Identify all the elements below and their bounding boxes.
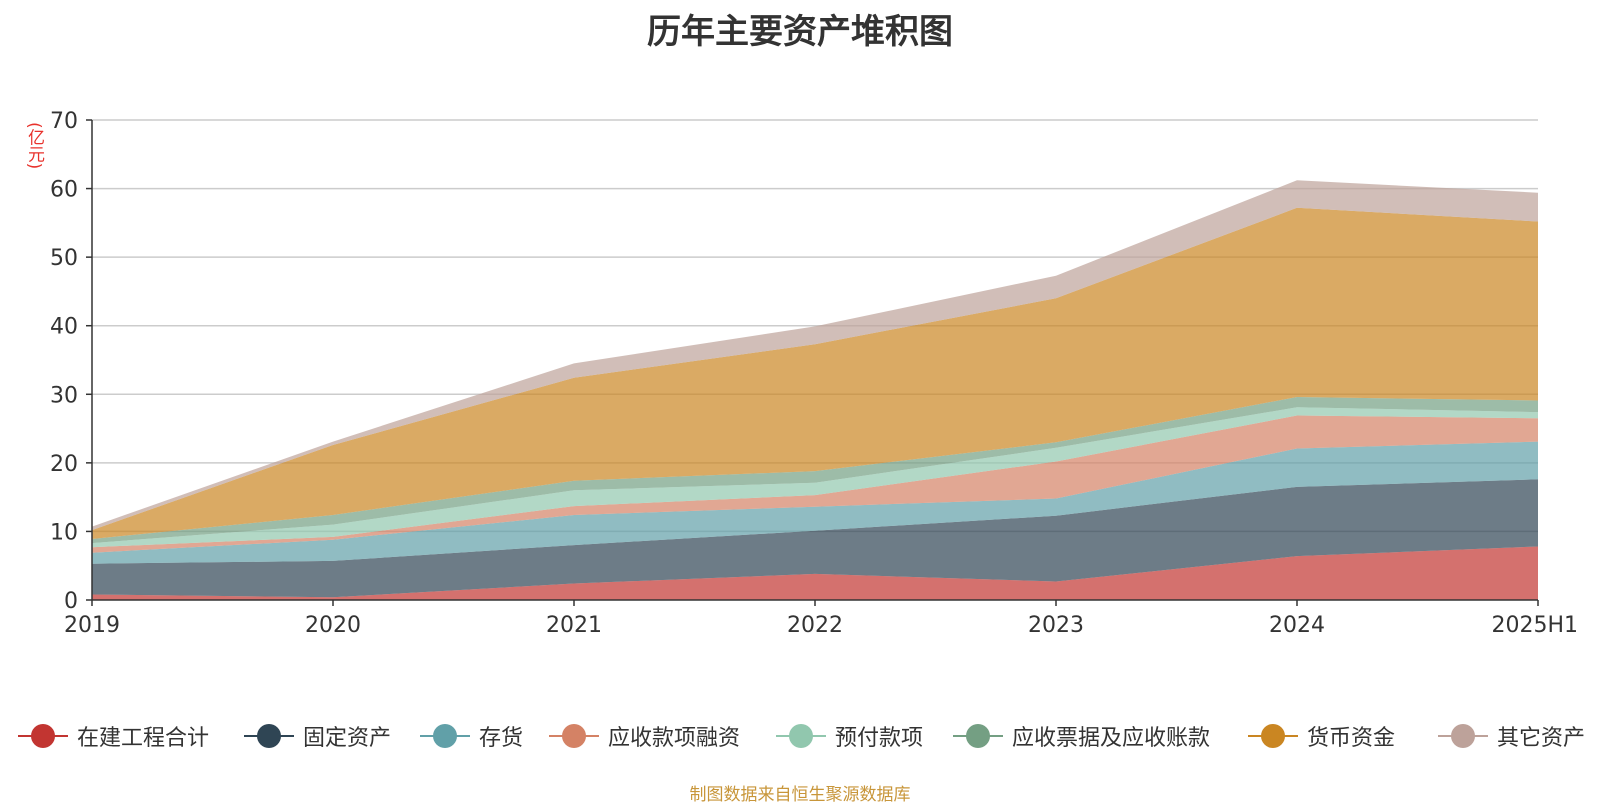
x-tick-label: 2021 <box>546 613 602 638</box>
area-series-预付款项 <box>92 407 1538 548</box>
area-series-在建工程合计 <box>92 546 1538 600</box>
x-tick-label: 2023 <box>1028 613 1084 638</box>
legend-label: 应收款项融资 <box>608 726 741 751</box>
legend-label: 应收票据及应收账款 <box>1012 726 1211 751</box>
area-series-货币资金 <box>92 207 1538 540</box>
legend-item[interactable]: 预付款项 <box>776 718 923 754</box>
legend-marker-icon <box>953 724 1003 748</box>
legend-item[interactable]: 其它资产 <box>1438 718 1585 754</box>
legend-item[interactable]: 固定资产 <box>244 718 391 754</box>
y-axis-unit-label: (亿元) <box>24 122 44 170</box>
y-tick-label: 20 <box>50 452 78 477</box>
x-tick-label: 2019 <box>64 613 120 638</box>
data-source-note: 制图数据来自恒生聚源数据库 <box>689 785 911 805</box>
legend: 在建工程合计 固定资产 存货 应收款项融资 预付款项 应收票据及应收账款 货币资金 其它资产 <box>0 718 1600 754</box>
legend-item[interactable]: 货币资金 <box>1248 718 1395 754</box>
y-tick-label: 30 <box>50 383 78 408</box>
y-tick-label: 60 <box>50 178 78 203</box>
y-tick-label: 40 <box>50 315 78 340</box>
x-tick-label: 2022 <box>787 613 843 638</box>
legend-marker-icon <box>1248 724 1298 748</box>
y-tick-label: 70 <box>50 109 78 134</box>
legend-label: 货币资金 <box>1307 726 1396 751</box>
chart-title: 历年主要资产堆积图 <box>647 12 953 52</box>
x-tick-label: 2024 <box>1269 613 1325 638</box>
x-tick-label: 2020 <box>305 613 361 638</box>
legend-marker-icon <box>549 724 599 748</box>
legend-marker-icon <box>1438 724 1488 748</box>
legend-label: 预付款项 <box>835 726 924 751</box>
legend-item[interactable]: 应收票据及应收账款 <box>953 718 1210 754</box>
y-tick-label: 50 <box>50 246 78 271</box>
legend-marker-icon <box>776 724 826 748</box>
axes: 0 10 20 30 40 50 60 70 2019 2020 2021 2022 2023 2024 2… <box>50 109 1578 638</box>
legend-label: 存货 <box>479 726 524 751</box>
y-tick-label: 0 <box>64 589 78 614</box>
legend-marker-icon <box>244 724 294 748</box>
legend-item[interactable]: 存货 <box>420 718 523 754</box>
area-series-存货 <box>92 441 1538 564</box>
area-series <box>92 180 1538 600</box>
area-series-固定资产 <box>92 479 1538 598</box>
stacked-area-chart: 0 10 20 30 40 50 60 70 2019 2020 2021 2022 2023 2024 2… <box>50 109 1578 638</box>
legend-marker-icon <box>18 724 68 748</box>
legend-label: 其它资产 <box>1497 726 1586 751</box>
legend-label: 在建工程合计 <box>77 726 210 751</box>
y-tick-label: 10 <box>50 520 78 545</box>
legend-label: 固定资产 <box>303 726 392 751</box>
area-series-应收票据及应收账款 <box>92 397 1538 544</box>
x-tick-label: 2025H1 <box>1491 613 1578 638</box>
legend-item[interactable]: 在建工程合计 <box>18 718 209 754</box>
legend-marker-icon <box>420 724 470 748</box>
legend-item[interactable]: 应收款项融资 <box>549 718 740 754</box>
area-series-应收款项融资 <box>92 415 1538 553</box>
